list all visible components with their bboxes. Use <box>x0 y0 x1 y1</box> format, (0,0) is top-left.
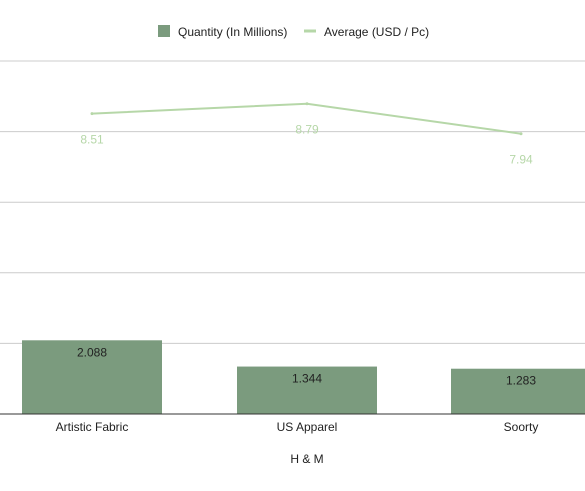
category-label: US Apparel <box>277 420 338 434</box>
category-label: Soorty <box>504 420 539 434</box>
bar-value-label: 1.344 <box>292 372 322 386</box>
legend: Quantity (In Millions) Average (USD / Pc… <box>158 25 429 39</box>
x-axis-title: H & M <box>290 452 323 466</box>
gridlines <box>0 60 585 344</box>
category-label: Artistic Fabric <box>56 420 129 434</box>
legend-label-average: Average (USD / Pc) <box>324 25 429 39</box>
legend-label-quantity: Quantity (In Millions) <box>178 25 287 39</box>
category-labels: Artistic Fabric US Apparel Soorty <box>56 420 539 434</box>
bar-value-label: 2.088 <box>77 345 107 359</box>
average-value-label: 8.79 <box>295 123 319 137</box>
bar-2 <box>451 368 585 414</box>
legend-swatch-quantity <box>158 25 170 37</box>
average-value-label: 7.94 <box>509 153 533 167</box>
average-point-0 <box>90 112 94 116</box>
bar-value-label: 1.283 <box>506 374 536 388</box>
bar-0 <box>22 340 162 414</box>
average-point-2 <box>519 132 523 136</box>
bar-series: 2.088 1.344 1.283 <box>22 340 585 414</box>
line-series: 8.51 8.79 7.94 <box>80 102 533 167</box>
average-point-1 <box>305 102 309 106</box>
average-value-label: 8.51 <box>80 133 104 147</box>
bar-1 <box>237 366 377 414</box>
